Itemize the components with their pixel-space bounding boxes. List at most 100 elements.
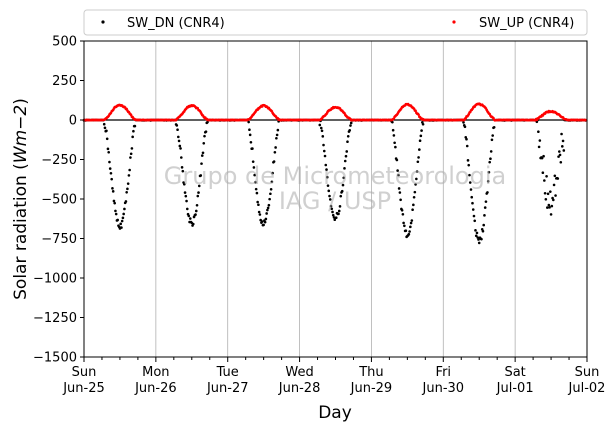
x-tick-label-date: Jun-27	[206, 381, 249, 396]
data-point-sw-dn	[465, 144, 469, 148]
data-point-sw-dn	[114, 209, 117, 213]
data-point-sw-dn	[408, 230, 411, 233]
data-point-sw-up	[414, 109, 417, 112]
data-point-sw-dn	[131, 135, 134, 139]
x-axis: SunJun-25MonJun-26TueJun-27WedJun-28ThuJ…	[62, 357, 605, 396]
data-point-sw-dn	[267, 203, 271, 207]
data-point-sw-dn	[550, 204, 554, 208]
data-point-sw-dn	[269, 192, 272, 196]
data-point-sw-dn	[489, 150, 493, 153]
x-tick-label-day: Mon	[142, 365, 169, 380]
data-point-sw-dn	[337, 212, 340, 216]
x-tick-label-day: Sat	[504, 365, 525, 380]
data-point-sw-dn	[477, 238, 480, 241]
data-point-sw-dn	[273, 150, 277, 154]
data-point-sw-dn	[102, 122, 106, 126]
data-point-sw-dn	[472, 214, 476, 218]
data-point-sw-dn	[409, 225, 412, 229]
data-point-sw-dn	[546, 206, 549, 209]
grid-lines	[155, 41, 516, 357]
data-point-sw-dn	[483, 214, 486, 217]
x-tick-label-day: Thu	[358, 365, 383, 380]
data-point-sw-dn	[486, 179, 490, 183]
data-point-sw-dn	[262, 223, 265, 227]
data-point-sw-dn	[128, 168, 131, 172]
data-point-sw-dn	[183, 191, 187, 194]
x-tick-label-date: Jun-30	[422, 381, 465, 396]
data-point-sw-dn	[184, 194, 188, 198]
data-point-sw-dn	[203, 134, 206, 138]
data-point-sw-dn	[346, 134, 350, 138]
data-point-sw-dn	[105, 137, 109, 141]
data-point-sw-dn	[482, 223, 486, 227]
data-point-sw-dn	[183, 182, 186, 186]
x-tick-label-date: Jul-01	[496, 381, 534, 396]
data-point-sw-dn	[254, 187, 258, 191]
data-point-sw-dn	[469, 188, 473, 191]
data-point-sw-dn	[410, 219, 414, 222]
data-point-sw-dn	[108, 167, 112, 170]
data-point-sw-dn	[474, 229, 477, 232]
data-point-sw-dn	[337, 209, 341, 213]
data-point-sw-dn	[326, 184, 330, 187]
data-point-sw-dn	[185, 199, 188, 203]
data-point-sw-dn	[179, 147, 182, 150]
data-point-sw-dn	[397, 173, 400, 177]
x-tick-label-date: Jun-26	[134, 381, 177, 396]
data-point-sw-dn	[108, 160, 111, 164]
data-point-sw-dn	[318, 123, 322, 127]
data-point-sw-dn	[543, 179, 546, 182]
data-point-sw-dn	[120, 226, 123, 229]
data-point-sw-dn	[543, 191, 547, 195]
data-point-sw-dn	[177, 135, 180, 139]
data-point-sw-dn	[475, 231, 479, 235]
data-point-sw-dn	[275, 136, 278, 140]
data-point-sw-dn	[268, 197, 271, 201]
data-point-sw-dn	[266, 206, 270, 210]
data-point-sw-dn	[488, 160, 491, 164]
x-tick-label-date: Jun-28	[278, 381, 321, 396]
data-point-sw-dn	[467, 163, 471, 167]
y-tick-label: 0	[69, 114, 77, 129]
data-point-sw-dn	[339, 194, 343, 198]
data-point-sw-dn	[105, 129, 108, 133]
plot-area	[84, 41, 587, 357]
data-point-sw-dn	[255, 191, 259, 195]
data-point-sw-dn	[191, 222, 195, 226]
data-point-sw-dn	[344, 154, 348, 158]
data-point-sw-dn	[194, 213, 197, 216]
data-point-sw-dn	[549, 190, 552, 193]
data-point-sw-dn	[197, 191, 200, 194]
data-point-sw-dn	[537, 130, 540, 134]
data-point-sw-dn	[248, 133, 252, 137]
data-point-sw-dn	[345, 150, 349, 153]
data-point-sw-dn	[349, 124, 352, 127]
data-point-sw-up	[417, 113, 420, 116]
data-point-sw-dn	[471, 201, 474, 205]
data-point-sw-dn	[415, 177, 418, 181]
data-point-sw-dn	[465, 137, 468, 141]
data-point-sw-dn	[398, 191, 402, 194]
data-point-sw-dn	[562, 149, 566, 152]
y-tick-label: −500	[41, 193, 77, 208]
data-point-sw-dn	[266, 208, 269, 212]
data-point-sw-dn	[468, 181, 472, 184]
data-point-sw-dn	[319, 126, 323, 130]
data-point-sw-dn	[399, 198, 402, 202]
data-point-sw-dn	[468, 173, 471, 177]
data-point-sw-dn	[194, 209, 198, 213]
data-point-sw-dn	[122, 212, 125, 216]
data-point-sw-dn	[540, 156, 544, 160]
data-point-sw-dn	[199, 174, 203, 177]
data-point-sw-dn	[419, 134, 423, 138]
data-point-sw-dn	[251, 160, 255, 163]
data-point-sw-dn	[321, 135, 325, 138]
data-point-sw-dn	[252, 166, 256, 169]
data-point-sw-dn	[257, 210, 261, 214]
data-point-sw-dn	[401, 213, 405, 216]
data-point-sw-dn	[471, 208, 475, 211]
data-point-sw-dn	[477, 241, 481, 245]
data-point-sw-dn	[126, 182, 130, 185]
data-point-sw-dn	[181, 169, 185, 173]
data-point-sw-dn	[483, 206, 487, 209]
